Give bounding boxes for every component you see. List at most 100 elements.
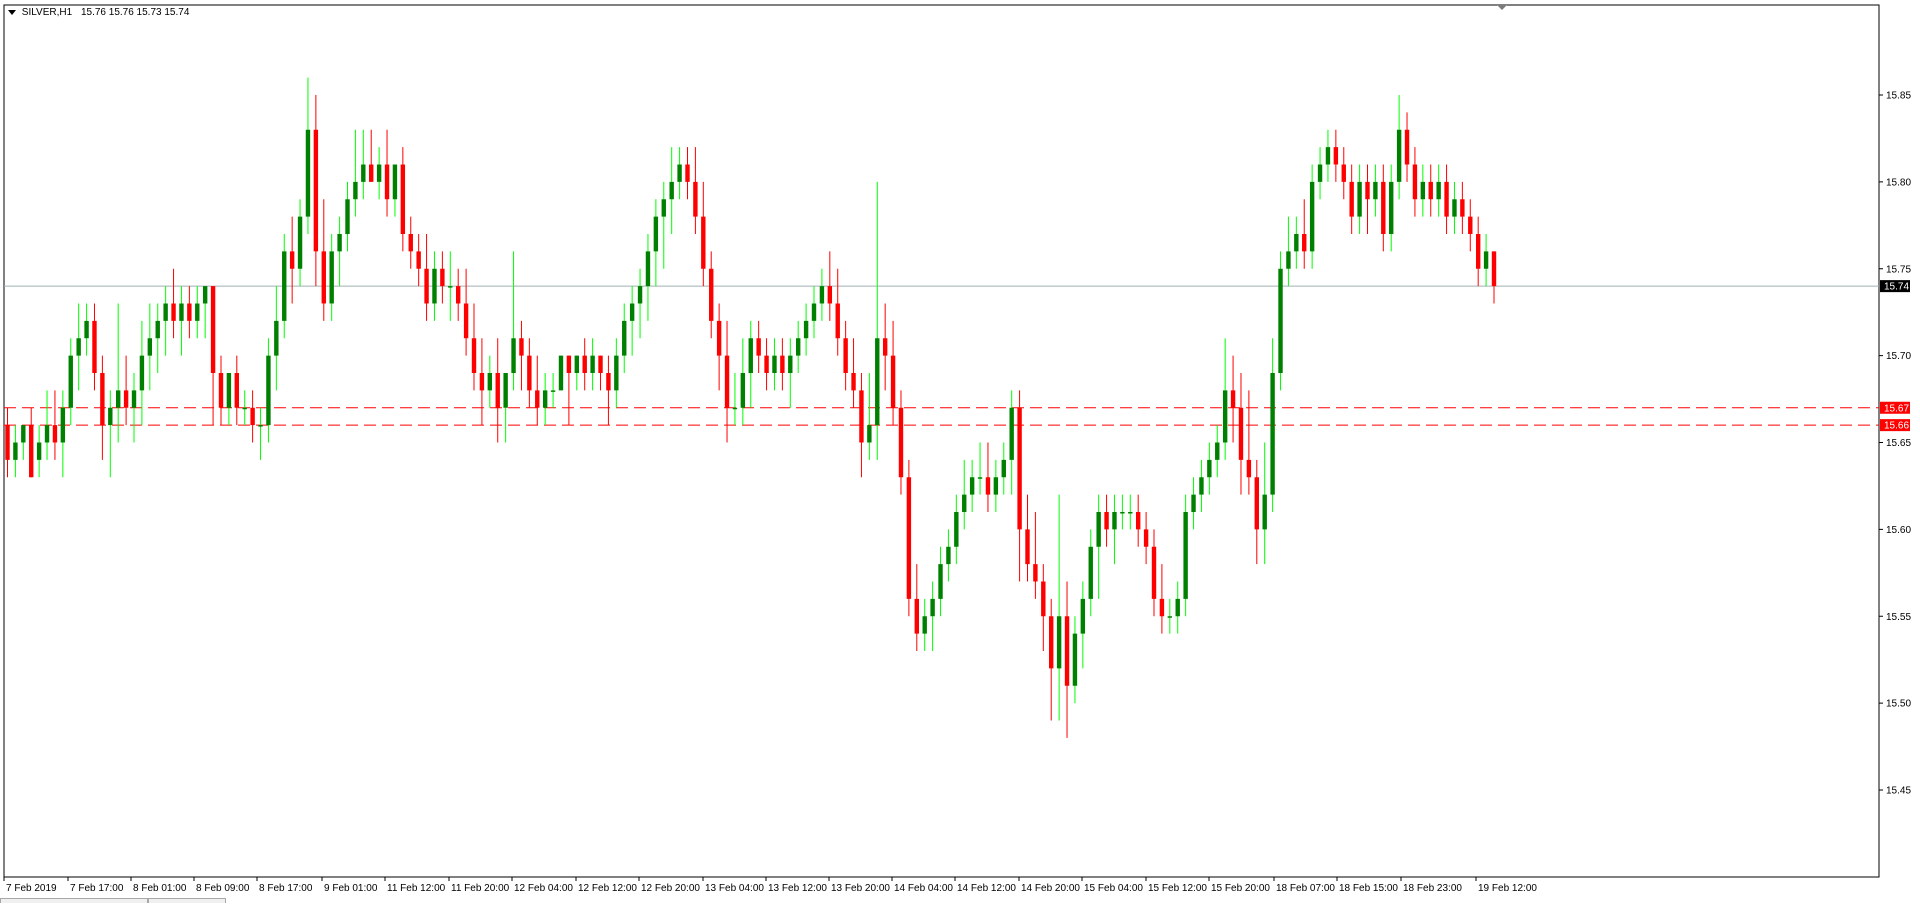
candle-body bbox=[274, 320, 279, 356]
candle bbox=[171, 268, 176, 339]
candle bbox=[677, 147, 682, 200]
candle bbox=[535, 355, 540, 426]
candle-body bbox=[147, 338, 153, 356]
candle-body bbox=[1120, 512, 1125, 514]
candle-body bbox=[21, 425, 26, 443]
candle-body bbox=[1017, 407, 1022, 530]
candle bbox=[455, 268, 461, 321]
candle bbox=[661, 181, 666, 269]
candle bbox=[764, 338, 769, 391]
candle-body bbox=[345, 199, 350, 234]
candle bbox=[811, 286, 817, 339]
candle bbox=[1215, 425, 1220, 478]
candle bbox=[977, 442, 983, 495]
candle bbox=[313, 95, 319, 287]
x-tick-label: 18 Feb 15:00 bbox=[1339, 883, 1398, 894]
candle-body bbox=[1080, 598, 1086, 634]
candle-body bbox=[416, 251, 421, 269]
price-axis: 15.85 15.80 15.75 15.70 15.65 15.60 15.55 15.50… bbox=[1879, 91, 1911, 797]
candle-body bbox=[1270, 373, 1275, 495]
x-tick-label: 9 Feb 01:00 bbox=[324, 883, 378, 894]
candle-body bbox=[179, 303, 184, 321]
chart-tabs bbox=[0, 898, 1920, 903]
candle bbox=[898, 390, 904, 495]
candle bbox=[1159, 564, 1165, 634]
candle-body bbox=[471, 338, 477, 373]
price-tags: 15.67 15.66 15.74 bbox=[1880, 280, 1910, 432]
candle bbox=[147, 303, 153, 391]
candle bbox=[946, 529, 951, 582]
chart-shift-marker-icon[interactable] bbox=[1497, 5, 1507, 10]
candle bbox=[803, 303, 809, 356]
candle bbox=[1056, 494, 1062, 721]
plot-area bbox=[3, 4, 1880, 878]
candle bbox=[629, 286, 635, 356]
candle-body bbox=[882, 338, 888, 356]
candle bbox=[867, 373, 872, 460]
candle-body bbox=[724, 355, 730, 408]
candle-body bbox=[677, 164, 682, 182]
candle bbox=[5, 407, 10, 478]
candle-body bbox=[1444, 181, 1449, 217]
candle bbox=[1120, 494, 1125, 530]
candle-body bbox=[1151, 546, 1157, 599]
candle-body bbox=[1230, 390, 1236, 408]
candle bbox=[962, 459, 967, 530]
x-tick-label: 15 Feb 04:00 bbox=[1084, 883, 1143, 894]
candle-body bbox=[448, 286, 453, 288]
candle-body bbox=[1175, 598, 1180, 617]
candle-body bbox=[1286, 251, 1291, 269]
candle-body bbox=[495, 373, 500, 408]
candle-body bbox=[1128, 512, 1133, 514]
candle bbox=[1302, 199, 1307, 269]
candle-body bbox=[827, 286, 833, 304]
candle-body bbox=[1460, 199, 1465, 217]
candle bbox=[993, 459, 999, 512]
candle-body bbox=[250, 407, 255, 426]
candle bbox=[258, 407, 263, 460]
chart-tab[interactable] bbox=[0, 898, 148, 903]
candle bbox=[84, 303, 89, 356]
candle-body bbox=[329, 251, 334, 304]
candle bbox=[906, 459, 912, 617]
candle bbox=[345, 181, 350, 252]
candle bbox=[1468, 199, 1473, 252]
candle-body bbox=[1468, 216, 1473, 234]
candle-body bbox=[1207, 459, 1212, 478]
candle bbox=[1017, 390, 1022, 582]
candle bbox=[574, 355, 579, 391]
candle bbox=[938, 546, 943, 617]
candle-body bbox=[163, 303, 168, 321]
collapse-triangle-icon[interactable] bbox=[8, 9, 16, 15]
candle bbox=[1396, 95, 1402, 200]
candle bbox=[1294, 216, 1299, 269]
candle bbox=[1357, 164, 1362, 234]
candle-body bbox=[1436, 181, 1441, 200]
level-lines bbox=[4, 285, 1879, 426]
candle bbox=[542, 373, 548, 426]
candle-body bbox=[1001, 459, 1006, 478]
candle bbox=[1436, 164, 1441, 217]
candle-body bbox=[1278, 268, 1283, 373]
candle-body bbox=[1159, 598, 1165, 617]
candle-body bbox=[867, 425, 872, 443]
candle-body bbox=[100, 373, 105, 426]
candle-body bbox=[1025, 529, 1030, 565]
candle-body bbox=[851, 373, 856, 391]
candle bbox=[1072, 616, 1078, 704]
candle-body bbox=[1254, 477, 1259, 530]
candle-body bbox=[922, 616, 927, 634]
candle bbox=[479, 338, 485, 426]
candle-body bbox=[131, 390, 137, 408]
candle bbox=[1033, 512, 1038, 599]
candle-body bbox=[1096, 512, 1101, 547]
candle-body bbox=[1064, 616, 1070, 686]
chart-tab[interactable] bbox=[148, 898, 226, 903]
candle-body bbox=[1246, 459, 1252, 478]
candle bbox=[1278, 251, 1283, 391]
candle bbox=[882, 303, 888, 391]
candle-body bbox=[1143, 529, 1149, 547]
candle-body bbox=[843, 338, 848, 373]
y-tick-label: 15.50 bbox=[1886, 699, 1911, 710]
